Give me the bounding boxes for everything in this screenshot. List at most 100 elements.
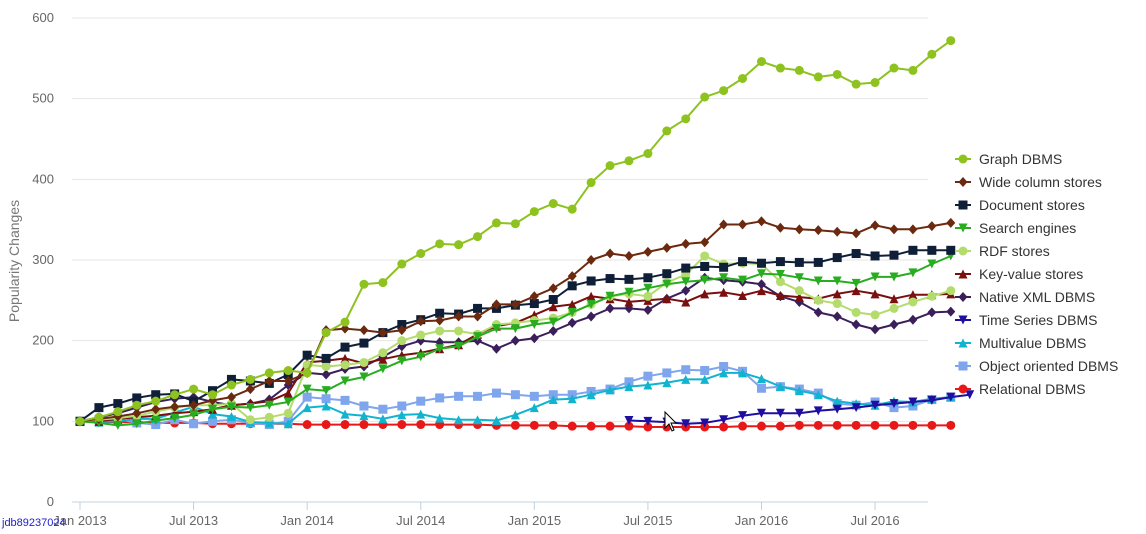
data-point (832, 404, 842, 414)
data-point (870, 251, 880, 261)
data-point (738, 290, 748, 300)
data-point (397, 420, 407, 430)
data-point (510, 335, 520, 346)
data-point (946, 392, 956, 402)
data-point (700, 418, 710, 428)
data-point (813, 276, 823, 286)
data-point (473, 311, 483, 322)
data-point (245, 403, 255, 413)
data-point (529, 333, 539, 344)
data-point (851, 319, 861, 330)
data-point (283, 408, 293, 418)
legend-label: Time Series DBMS (979, 312, 1098, 328)
data-point (662, 378, 672, 388)
data-point (700, 366, 710, 376)
legend-item[interactable]: Document stores (955, 197, 1085, 213)
legend-item[interactable]: Key-value stores (955, 266, 1083, 282)
data-point (548, 317, 558, 327)
data-point (605, 248, 615, 259)
data-point (813, 295, 823, 305)
data-point (321, 420, 331, 430)
legend-symbol (958, 269, 968, 279)
series-time-series-dbms (624, 390, 975, 429)
data-point (775, 270, 785, 280)
data-point (264, 400, 274, 410)
data-point (927, 221, 937, 232)
legend-item[interactable]: Graph DBMS (955, 151, 1062, 167)
legend-item[interactable]: Search engines (955, 220, 1076, 236)
data-point (700, 237, 710, 248)
data-point (397, 401, 407, 411)
data-point (226, 380, 236, 390)
data-point (245, 374, 255, 384)
data-point (302, 392, 312, 402)
x-tick-label: Jul 2013 (169, 513, 218, 528)
data-point (151, 404, 161, 415)
data-point (813, 307, 823, 318)
legend-item[interactable]: RDF stores (955, 243, 1050, 259)
data-point (510, 299, 520, 310)
legend-item[interactable]: Wide column stores (955, 174, 1102, 190)
data-point (662, 242, 672, 253)
y-tick-label: 200 (32, 333, 54, 348)
legend-item[interactable]: Multivalue DBMS (955, 335, 1086, 351)
legend-item[interactable]: Native XML DBMS (955, 289, 1095, 305)
data-point (586, 311, 596, 322)
data-point (775, 277, 785, 287)
data-point (927, 291, 937, 301)
y-axis-ticks: 0 100 200 300 400 500 600 (32, 10, 54, 509)
data-point (813, 72, 823, 82)
data-point (208, 390, 218, 400)
data-point (473, 332, 483, 342)
data-point (889, 294, 899, 304)
data-point (226, 392, 236, 403)
data-point (832, 289, 842, 299)
data-point (397, 410, 407, 420)
data-point (681, 365, 691, 375)
data-point (756, 279, 766, 290)
data-point (510, 219, 520, 229)
data-point (435, 413, 445, 423)
data-point (189, 400, 199, 411)
data-point (510, 410, 520, 420)
data-point (681, 419, 691, 429)
legend-item[interactable]: Time Series DBMS (955, 312, 1098, 328)
data-point (813, 420, 823, 430)
x-tick-label: Jan 2015 (508, 513, 562, 528)
y-tick-label: 400 (32, 171, 54, 186)
data-point (775, 63, 785, 73)
legend-item[interactable]: Object oriented DBMS (955, 358, 1118, 374)
data-point (302, 384, 312, 394)
data-point (605, 291, 615, 301)
legend-label: Multivalue DBMS (979, 335, 1086, 351)
data-point (775, 382, 785, 392)
data-point (491, 324, 501, 334)
legend-label: Wide column stores (979, 174, 1102, 190)
data-point (681, 374, 691, 384)
data-point (738, 275, 748, 285)
data-point (738, 257, 748, 267)
data-point (624, 297, 634, 307)
data-point (113, 407, 123, 417)
legend-label: Key-value stores (979, 266, 1083, 282)
data-point (321, 401, 331, 411)
series-native-xml-dbms (75, 272, 956, 427)
data-point (624, 382, 634, 392)
data-point (643, 380, 653, 390)
data-point (643, 291, 653, 301)
data-point (870, 272, 880, 282)
data-point (510, 390, 520, 400)
series-wide-column-stores (75, 216, 956, 427)
data-point (700, 275, 710, 285)
data-point (340, 376, 350, 386)
data-point (946, 245, 956, 255)
data-point (738, 411, 748, 421)
data-point (965, 390, 975, 400)
data-point (567, 299, 577, 309)
y-tick-label: 600 (32, 10, 54, 25)
data-point (491, 416, 501, 426)
data-point (567, 421, 577, 431)
data-point (170, 401, 180, 412)
data-point (908, 290, 918, 300)
legend-item[interactable]: Relational DBMS (955, 381, 1086, 397)
